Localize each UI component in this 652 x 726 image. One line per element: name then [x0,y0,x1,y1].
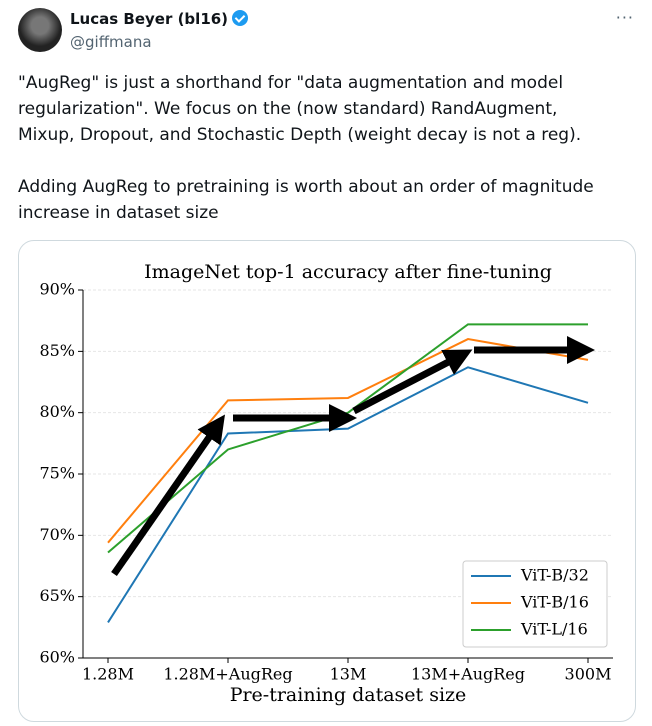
legend-label: ViT-B/32 [520,566,589,585]
legend-label: ViT-L/16 [520,620,588,639]
legend-label: ViT-B/16 [520,593,589,612]
more-button[interactable]: ··· [615,8,634,27]
x-tick-label: 1.28M [82,665,134,684]
y-tick-label: 75% [39,464,75,483]
y-tick-label: 65% [39,586,75,605]
post-text: "AugReg" is just a shorthand for "data a… [18,70,608,252]
annotation-arrow [111,414,225,576]
x-tick-label: 13M [330,665,367,684]
verified-badge [232,10,249,26]
y-tick-label: 85% [39,341,75,360]
media-card[interactable]: ImageNet top-1 accuracy after fine-tunin… [18,240,636,722]
paragraph: Adding AugReg to pretraining is worth ab… [18,177,594,223]
y-tick-label: 70% [39,525,75,544]
y-tick-label: 90% [39,280,75,299]
x-axis-label: Pre-training dataset size [230,684,467,706]
x-tick-label: 13M+AugReg [411,665,525,684]
x-tick-label: 300M [565,665,612,684]
y-tick-label: 60% [39,648,75,667]
author-handle[interactable]: @giffmana [70,33,152,51]
chart-title: ImageNet top-1 accuracy after fine-tunin… [144,261,552,283]
chart: ImageNet top-1 accuracy after fine-tunin… [39,261,613,706]
line-series [107,338,589,544]
line-series [107,323,588,554]
avatar[interactable] [18,8,62,52]
legend-box [462,560,608,648]
x-tick-label: 1.28M+AugReg [163,665,292,684]
annotation-arrow [352,349,473,415]
author-row: Lucas Beyer (bl16) [70,10,249,28]
author-name[interactable]: Lucas Beyer (bl16) [70,10,229,28]
y-tick-label: 80% [39,402,75,421]
paragraph: "AugReg" is just a shorthand for "data a… [18,73,582,145]
